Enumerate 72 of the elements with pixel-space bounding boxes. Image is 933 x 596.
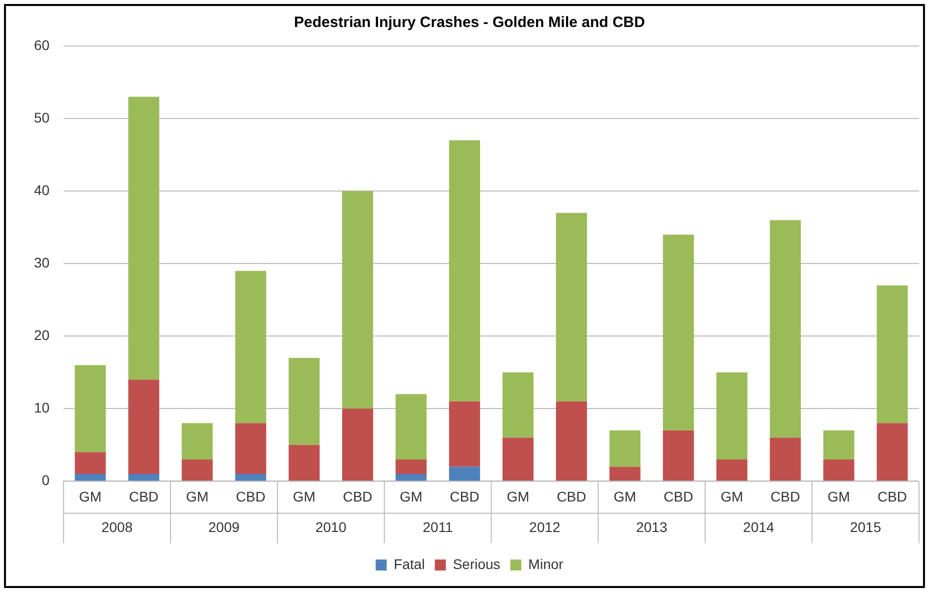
- bar: [876, 423, 908, 481]
- bar: [662, 234, 694, 430]
- bar: [770, 438, 801, 481]
- bar: [502, 438, 534, 481]
- text: 2012: [529, 519, 561, 536]
- y-tick-label: 0: [42, 472, 50, 488]
- bar: [396, 474, 427, 481]
- legend-label: Serious: [452, 556, 500, 572]
- bar: [288, 444, 320, 481]
- legend-label: Minor: [528, 556, 564, 572]
- bar: [449, 140, 480, 402]
- bar: [449, 401, 480, 467]
- x-tick-label: CBD: [450, 488, 480, 504]
- text: 2011: [422, 519, 454, 536]
- x-tick-label: GM: [720, 488, 744, 504]
- bar: [502, 372, 534, 438]
- bar: [74, 452, 106, 474]
- y-tick-label: 50: [34, 109, 50, 126]
- bar: [449, 466, 480, 481]
- y-tick-label: 60: [34, 36, 50, 53]
- x-tick-label: CBD: [128, 488, 159, 504]
- bar: [396, 459, 427, 474]
- x-tick-label: GM: [400, 488, 422, 504]
- bar: [182, 423, 213, 460]
- bar: [235, 474, 266, 481]
- bar: [716, 459, 748, 481]
- bar: [288, 358, 320, 445]
- text: 2010: [315, 519, 347, 536]
- text: 2008: [101, 519, 133, 536]
- bar: [662, 430, 694, 481]
- bar: [823, 430, 854, 460]
- text: 2015: [850, 519, 882, 536]
- y-tick-label: 40: [34, 182, 50, 198]
- text: 2014: [743, 519, 774, 536]
- text: 2009: [208, 519, 240, 536]
- x-tick-label: CBD: [664, 488, 694, 504]
- bar: [823, 459, 854, 481]
- y-tick-label: 20: [34, 326, 50, 343]
- bar: [235, 423, 266, 474]
- y-tick-label: 10: [34, 400, 50, 416]
- y-tick-label: 30: [34, 254, 50, 270]
- x-tick-label: CBD: [236, 488, 266, 504]
- bar: [342, 408, 374, 481]
- x-tick-label: CBD: [342, 488, 372, 504]
- x-tick-label: CBD: [770, 488, 800, 504]
- bar: [128, 380, 160, 474]
- bar: [609, 430, 640, 467]
- bar: [182, 459, 213, 481]
- x-tick-label: GM: [828, 488, 850, 504]
- bar: [74, 365, 106, 452]
- bar: [235, 270, 266, 424]
- text: 2013: [636, 519, 668, 536]
- bar: [770, 220, 801, 438]
- bar: [128, 96, 160, 380]
- bar: [74, 474, 106, 481]
- x-tick-label: GM: [186, 488, 209, 504]
- x-tick-label: GM: [614, 488, 636, 504]
- x-tick-label: GM: [506, 488, 530, 504]
- bar: [128, 474, 160, 481]
- x-tick-label: GM: [292, 488, 316, 504]
- bar: [342, 191, 374, 409]
- bar: [609, 466, 640, 481]
- x-tick-label: CBD: [556, 488, 586, 504]
- bar: [556, 212, 587, 402]
- bar: [716, 372, 748, 460]
- bar: [556, 401, 587, 481]
- legend-label: Fatal: [394, 556, 425, 572]
- chart-title: Pedestrian Injury Crashes - Golden Mile and CBD: [294, 14, 646, 32]
- x-tick-label: GM: [79, 488, 102, 504]
- bar: [396, 394, 427, 460]
- x-tick-label: CBD: [877, 488, 908, 504]
- bar: [876, 285, 908, 424]
